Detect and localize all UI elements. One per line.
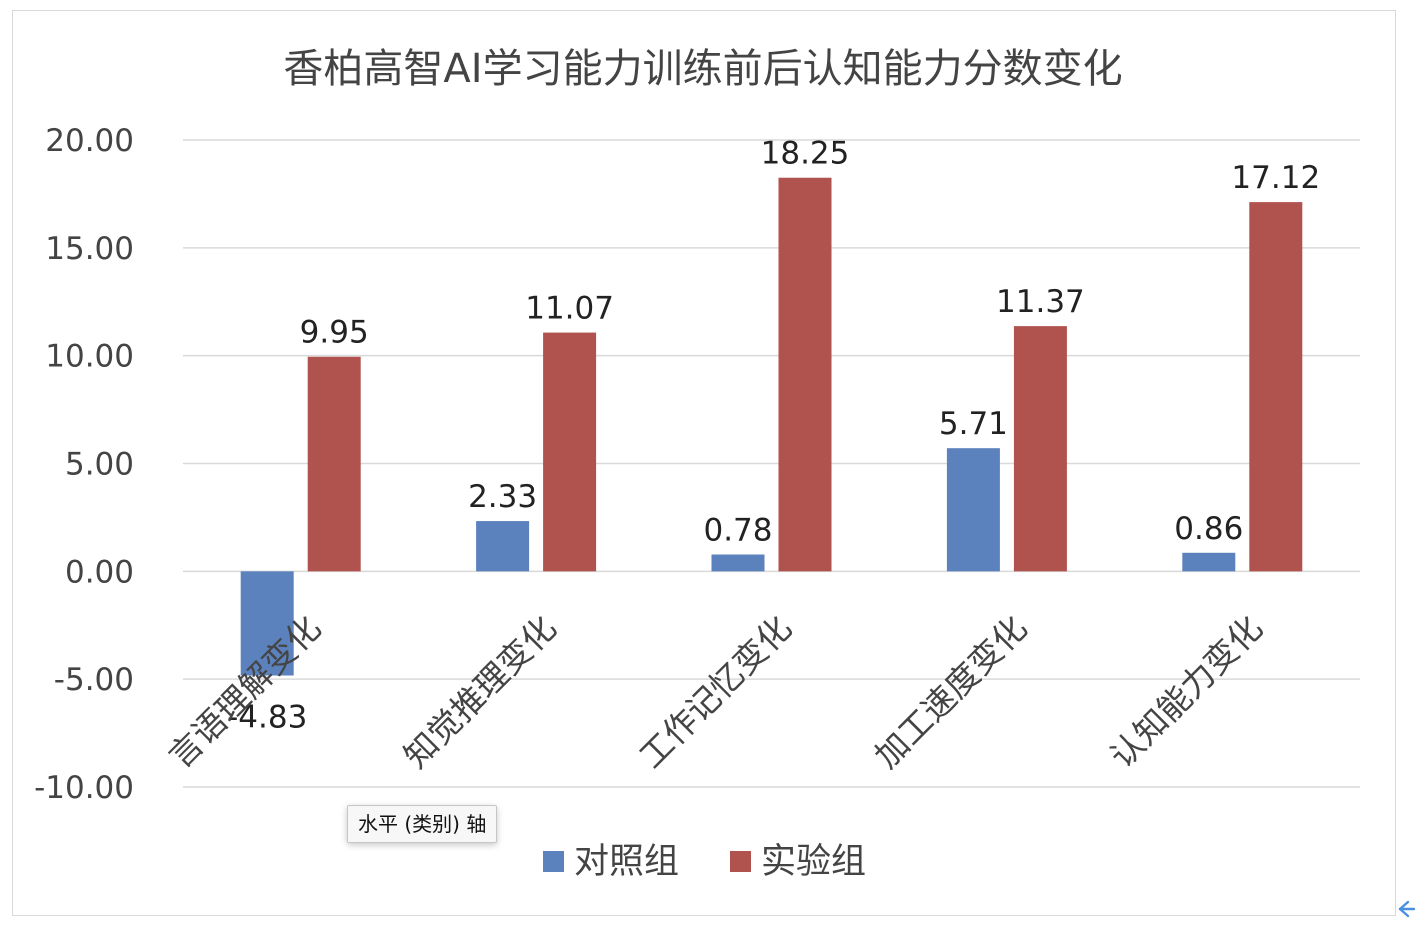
y-tick-label: 15.00 (45, 231, 134, 267)
data-label: 11.07 (525, 291, 614, 327)
legend-label[interactable]: 实验组 (761, 842, 866, 882)
bar-control[interactable] (1182, 552, 1236, 572)
bar-control[interactable] (240, 571, 294, 676)
bar-control[interactable] (946, 448, 1000, 572)
data-label: 17.12 (1231, 160, 1320, 196)
data-label: 5.71 (939, 406, 1008, 442)
y-axis-tick-labels: 20.00 15.00 10.00 5.00 0.00 -5.00 -10.00 (34, 123, 134, 806)
data-label: 0.86 (1174, 511, 1243, 547)
legend-label[interactable]: 对照组 (574, 842, 679, 882)
chevron-left-icon[interactable] (1394, 898, 1416, 920)
category-label[interactable]: 工作记忆变化 (632, 608, 800, 776)
gridlines (183, 139, 1360, 788)
data-label: -4.83 (227, 700, 307, 736)
axis-tooltip: 水平 (类别) 轴 (347, 805, 498, 843)
chart-title: 香柏高智AI学习能力训练前后认知能力分数变化 (283, 46, 1122, 92)
bar-control[interactable] (476, 521, 530, 572)
legend-swatch (730, 851, 751, 872)
bar-experiment[interactable] (307, 356, 361, 572)
bar-control[interactable] (711, 554, 765, 572)
category-label[interactable]: 认知能力变化 (1102, 608, 1270, 776)
bar-experiment[interactable] (1249, 202, 1303, 572)
y-tick-label: -10.00 (34, 770, 134, 806)
category-label[interactable]: 加工速度变化 (867, 608, 1035, 776)
y-tick-label: 0.00 (65, 554, 134, 590)
data-label: 0.78 (703, 513, 772, 549)
bars (240, 177, 1303, 676)
data-label: 9.95 (300, 315, 369, 351)
y-tick-label: -5.00 (54, 662, 134, 698)
y-tick-label: 20.00 (45, 123, 134, 159)
data-labels: -4.83 9.95 2.33 11.07 0.78 18.25 5.71 11.37 0.86… (227, 136, 1320, 736)
x-axis-category-labels[interactable]: 言语理解变化 知觉推理变化 工作记忆变化 加工速度变化 认知能力变化 (161, 608, 1270, 776)
category-label[interactable]: 知觉推理变化 (396, 608, 564, 776)
legend[interactable]: 对照组 实验组 (543, 842, 866, 882)
y-tick-label: 10.00 (45, 339, 134, 375)
data-label: 2.33 (468, 479, 537, 515)
data-label: 11.37 (996, 284, 1085, 320)
data-label: 18.25 (761, 136, 850, 172)
legend-swatch (543, 851, 564, 872)
bar-experiment[interactable] (778, 177, 832, 572)
bar-experiment[interactable] (1013, 326, 1067, 572)
y-tick-label: 5.00 (65, 447, 134, 483)
bar-experiment[interactable] (543, 332, 597, 572)
